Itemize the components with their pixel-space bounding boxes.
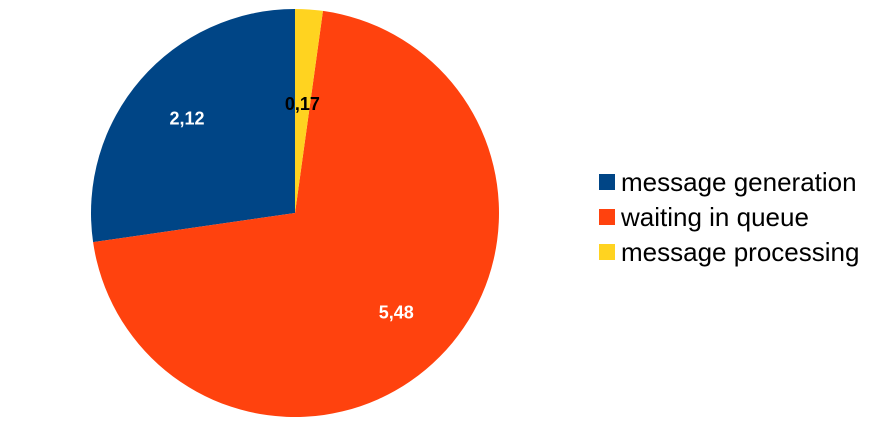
legend-item-waiting-in-queue: waiting in queue xyxy=(599,199,859,234)
legend: message generation waiting in queue mess… xyxy=(599,164,859,269)
legend-label-waiting-in-queue: waiting in queue xyxy=(621,201,809,232)
legend-label-message-generation: message generation xyxy=(621,166,857,197)
pie-slice-message-generation xyxy=(91,9,295,243)
legend-item-message-processing: message processing xyxy=(599,234,859,269)
data-label-message-generation: 2,12 xyxy=(170,108,205,128)
data-label-waiting-in-queue: 5,48 xyxy=(379,302,414,322)
data-label-message-processing: 0,17 xyxy=(285,94,320,114)
legend-swatch-message-processing xyxy=(599,243,615,260)
pie-slice-message-processing xyxy=(295,9,323,213)
pie-slice-waiting-in-queue xyxy=(93,10,500,417)
legend-item-message-generation: message generation xyxy=(599,164,859,199)
legend-swatch-message-generation xyxy=(599,173,615,190)
legend-label-message-processing: message processing xyxy=(621,236,860,267)
legend-swatch-waiting-in-queue xyxy=(599,208,615,225)
